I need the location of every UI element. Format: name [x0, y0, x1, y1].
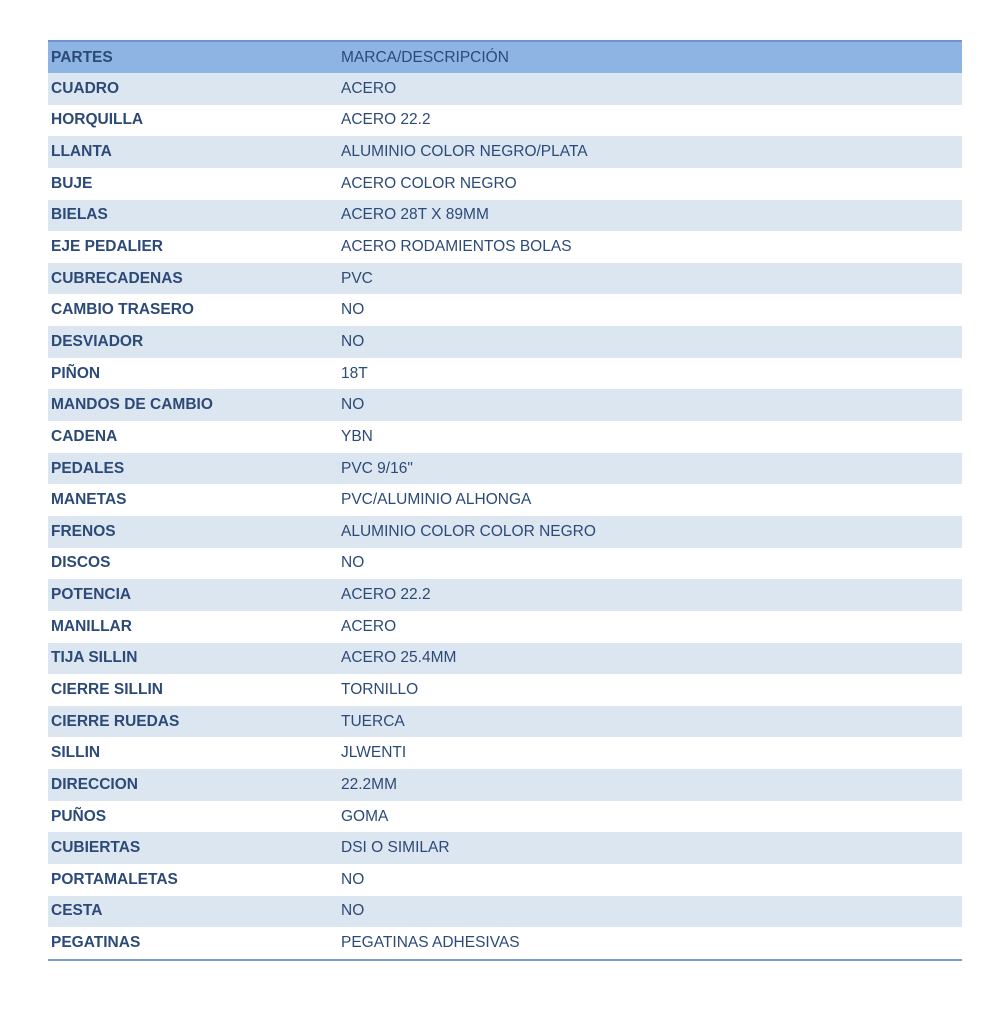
part-description-cell: ALUMINIO COLOR NEGRO/PLATA — [341, 143, 588, 161]
table-row: CESTA NO — [48, 895, 962, 928]
part-name-cell: SILLIN — [51, 744, 101, 762]
header-row: PARTES MARCA/DESCRIPCIÓN — [48, 41, 962, 73]
part-name-cell: HORQUILLA — [51, 111, 144, 129]
part-name-cell: EJE PEDALIER — [51, 238, 163, 256]
table-row: HORQUILLA ACERO 22.2 — [48, 104, 962, 137]
part-description-cell: ACERO 28T X 89MM — [341, 206, 489, 224]
table-row: TIJA SILLIN ACERO 25.4MM — [48, 642, 962, 675]
table-row: CIERRE SILLIN TORNILLO — [48, 674, 962, 706]
part-name-cell: LLANTA — [51, 143, 112, 161]
part-description-cell: ACERO 22.2 — [341, 586, 431, 604]
part-description-cell: GOMA — [341, 807, 389, 825]
part-name-cell: CIERRE RUEDAS — [51, 712, 180, 730]
table-row: PUÑOS GOMA — [48, 800, 962, 833]
part-name-cell: PEDALES — [51, 459, 125, 477]
table-row: FRENOS ALUMINIO COLOR COLOR NEGRO — [48, 515, 962, 548]
part-description-cell: ACERO 22.2 — [341, 111, 431, 129]
part-description-cell: PVC — [341, 269, 373, 287]
part-description-cell: TORNILLO — [341, 680, 419, 698]
part-name-cell: PIÑON — [51, 364, 101, 382]
table-row: MANILLAR ACERO — [48, 610, 962, 643]
table-row: LLANTA ALUMINIO COLOR NEGRO/PLATA — [48, 136, 962, 168]
table-row: CAMBIO TRASERO NO — [48, 294, 962, 327]
part-name-cell: POTENCIA — [51, 586, 132, 604]
part-description-cell: JLWENTI — [341, 744, 407, 762]
table-row: EJE PEDALIER ACERO RODAMIENTOS BOLAS — [48, 231, 962, 263]
table-row: DISCOS NO — [48, 547, 962, 580]
table-row: BUJE ACERO COLOR NEGRO — [48, 167, 962, 200]
part-name-cell: PORTAMALETAS — [51, 870, 178, 888]
part-description-cell: TUERCA — [341, 712, 405, 730]
part-description-cell: ACERO RODAMIENTOS BOLAS — [341, 238, 572, 256]
table-body: CUADRO ACERO HORQUILLA ACERO 22.2 LLANTA ALUM… — [48, 73, 962, 960]
table-row: CIERRE RUEDAS TUERCA — [48, 705, 962, 738]
part-description-cell: NO — [341, 301, 365, 319]
table-row: MANDOS DE CAMBIO NO — [48, 389, 962, 422]
part-description-cell: NO — [341, 902, 365, 920]
part-name-cell: CUADRO — [51, 79, 120, 97]
part-description-cell: NO — [341, 870, 365, 888]
part-description-cell: PVC/ALUMINIO ALHONGA — [341, 491, 532, 509]
table-row: PEGATINAS PEGATINAS ADHESIVAS — [48, 927, 962, 960]
part-description-cell: ACERO 25.4MM — [341, 649, 457, 667]
table-row: PEDALES PVC 9/16" — [48, 452, 962, 485]
table-header: PARTES MARCA/DESCRIPCIÓN — [48, 41, 962, 73]
part-name-cell: CUBRECADENAS — [51, 269, 183, 287]
table-row: SILLIN JLWENTI — [48, 737, 962, 770]
part-description-cell: DSI O SIMILAR — [341, 839, 450, 857]
part-name-cell: CAMBIO TRASERO — [51, 301, 194, 319]
part-description-cell: NO — [341, 332, 365, 350]
part-name-cell: CUBIERTAS — [51, 839, 141, 857]
part-description-cell: NO — [341, 554, 365, 572]
table-row: CUBIERTAS DSI O SIMILAR — [48, 832, 962, 865]
table-row: CUBRECADENAS PVC — [48, 262, 962, 295]
part-description-cell: 18T — [341, 364, 368, 382]
part-name-cell: DIRECCION — [51, 775, 138, 793]
table-row: PIÑON 18T — [48, 357, 962, 390]
part-name-cell: MANDOS DE CAMBIO — [51, 396, 213, 414]
part-name-cell: MANETAS — [51, 491, 127, 509]
part-name-cell: TIJA SILLIN — [51, 649, 138, 667]
parts-table: PARTES MARCA/DESCRIPCIÓN CUADRO ACERO HORQ… — [48, 40, 962, 961]
table-row: CUADRO ACERO — [48, 73, 962, 105]
part-name-cell: DESVIADOR — [51, 332, 144, 350]
table-row: PORTAMALETAS NO — [48, 864, 962, 896]
table-row: CADENA YBN — [48, 421, 962, 453]
table-row: MANETAS PVC/ALUMINIO ALHONGA — [48, 484, 962, 516]
part-name-cell: MANILLAR — [51, 617, 132, 635]
part-description-cell: ACERO — [341, 79, 397, 97]
part-description-cell: PEGATINAS ADHESIVAS — [341, 934, 520, 952]
part-description-cell: ACERO — [341, 617, 397, 635]
part-description-cell: NO — [341, 396, 365, 414]
part-name-cell: PEGATINAS — [51, 934, 141, 952]
table-row: POTENCIA ACERO 22.2 — [48, 579, 962, 611]
part-description-cell: ALUMINIO COLOR COLOR NEGRO — [341, 522, 596, 540]
table-row: DESVIADOR NO — [48, 326, 962, 358]
part-name-cell: CADENA — [51, 427, 118, 445]
part-description-cell: PVC 9/16" — [341, 459, 413, 477]
part-name-cell: BIELAS — [51, 206, 108, 224]
part-name-cell: FRENOS — [51, 522, 116, 540]
header-marca-descripcion: MARCA/DESCRIPCIÓN — [338, 41, 962, 73]
part-name-cell: DISCOS — [51, 554, 111, 572]
part-name-cell: CIERRE SILLIN — [51, 680, 163, 698]
part-name-cell: PUÑOS — [51, 807, 107, 825]
table-row: DIRECCION 22.2MM — [48, 769, 962, 801]
part-name-cell: BUJE — [51, 174, 93, 192]
table-row: BIELAS ACERO 28T X 89MM — [48, 199, 962, 232]
part-description-cell: 22.2MM — [341, 775, 397, 793]
part-description-cell: YBN — [341, 427, 373, 445]
header-partes: PARTES — [48, 41, 338, 73]
part-name-cell: CESTA — [51, 902, 103, 920]
part-description-cell: ACERO COLOR NEGRO — [341, 174, 517, 192]
